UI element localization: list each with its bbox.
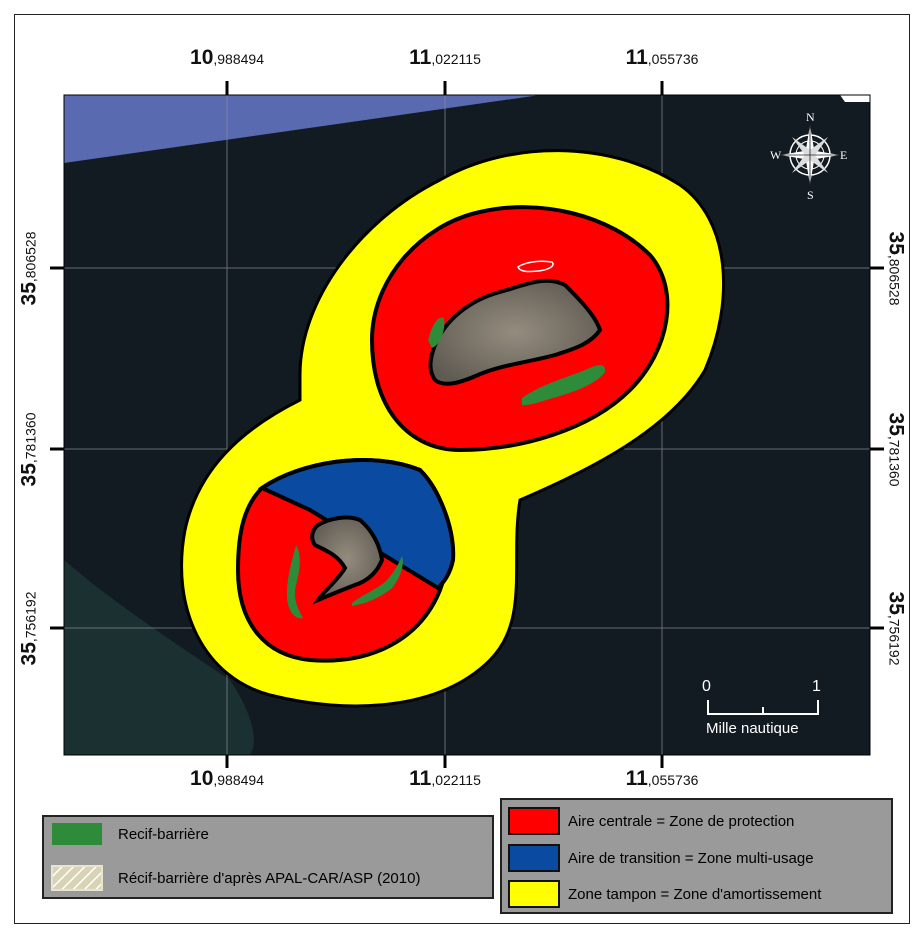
scale-end-label: 1 xyxy=(812,678,821,695)
legend-label-reef: Recif-barrière xyxy=(118,825,209,843)
x-coord-bottom-3: 11,055736 xyxy=(625,767,699,790)
tick-marks xyxy=(50,81,884,768)
scale-unit-label: Mille nautique xyxy=(706,720,799,737)
compass-north: N xyxy=(806,110,815,124)
north-island xyxy=(428,278,603,386)
legend-swatch-core xyxy=(508,807,560,835)
x-coord-bottom-1: 10,988494 xyxy=(190,767,264,790)
legend-item-hatched-reef: Récif-barrière d'après APAL-CAR/ASP (201… xyxy=(118,866,420,890)
x-coord-top-2: 11,022115 xyxy=(409,46,481,69)
compass-east: E xyxy=(840,148,848,162)
legend-swatch-buffer xyxy=(508,880,560,908)
coastal-patch xyxy=(64,560,254,755)
x-coord-top-1: 10,988494 xyxy=(190,46,264,69)
legend-label-core: Aire centrale = Zone de protection xyxy=(568,812,795,830)
legend-swatch-hatched-fill xyxy=(51,865,103,891)
south-island xyxy=(310,515,385,605)
hatched-reef xyxy=(517,260,554,273)
imagery-edge-white xyxy=(840,95,870,102)
scale-start-label: 0 xyxy=(702,678,711,695)
compass-west: W xyxy=(770,148,782,162)
legend-zones xyxy=(500,798,893,914)
x-coord-top-3: 11,055736 xyxy=(625,46,699,69)
legend-item-buffer: Zone tampon = Zone d'amortissement xyxy=(508,880,821,908)
legend-reef xyxy=(42,815,494,899)
x-coord-bottom-2: 11,022115 xyxy=(409,767,481,790)
legend-item-core: Aire centrale = Zone de protection xyxy=(508,807,794,835)
map-border xyxy=(63,94,871,756)
legend-swatch-reef-fill xyxy=(52,823,102,845)
legend-label-transition: Aire de transition = Zone multi-usage xyxy=(568,849,814,867)
compass-rose xyxy=(780,125,840,185)
reef-patches xyxy=(286,317,606,619)
scale-bar xyxy=(707,700,819,715)
compass-south: S xyxy=(807,188,814,202)
legend-label-buffer: Zone tampon = Zone d'amortissement xyxy=(568,885,822,903)
imagery-edge xyxy=(64,95,540,163)
zone-divider xyxy=(261,486,439,590)
legend-item-transition: Aire de transition = Zone multi-usage xyxy=(508,844,814,872)
legend-swatch-transition xyxy=(508,844,560,872)
legend-label-hatched-reef: Récif-barrière d'après APAL-CAR/ASP (201… xyxy=(118,869,421,887)
legend-item-reef: Recif-barrière xyxy=(118,823,209,845)
